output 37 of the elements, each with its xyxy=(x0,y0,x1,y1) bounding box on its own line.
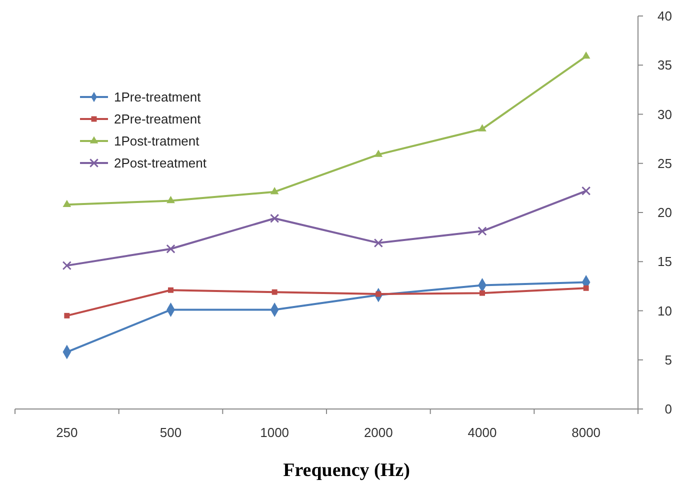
point xyxy=(62,260,72,270)
point xyxy=(64,312,70,318)
x-tick-label: 500 xyxy=(160,425,182,440)
point xyxy=(583,285,589,291)
point xyxy=(374,150,383,157)
point xyxy=(270,214,280,223)
y-tick-label: 0 xyxy=(664,402,672,416)
x-tick-label: 2000 xyxy=(364,425,393,440)
y-tick-label: 25 xyxy=(658,156,672,171)
point xyxy=(478,124,486,132)
point xyxy=(166,196,175,204)
point xyxy=(168,287,174,293)
point xyxy=(270,187,279,194)
point xyxy=(582,186,591,196)
x-tick-label: 1000 xyxy=(260,425,290,440)
point xyxy=(478,226,487,236)
point xyxy=(272,289,278,295)
x-tick-label: 250 xyxy=(56,425,78,440)
x-tick-label: 8000 xyxy=(572,425,601,440)
y-tick-label: 10 xyxy=(658,303,672,318)
y-tick-label: 20 xyxy=(658,205,672,220)
legend-label: 2Pre-treatment xyxy=(114,112,202,126)
y-tick-label: 40 xyxy=(658,8,672,24)
point xyxy=(374,238,383,248)
x-axis-title: Frequency (Hz) xyxy=(283,460,410,481)
point xyxy=(480,290,485,296)
legend-label: 2Post-treatment xyxy=(114,156,207,170)
point xyxy=(62,200,72,208)
x-tick-label: 4000 xyxy=(468,425,497,440)
point xyxy=(582,51,590,59)
y-tick-label: 5 xyxy=(664,352,672,368)
y-tick-label: 30 xyxy=(658,106,672,122)
legend-label: 1Pre-treatment xyxy=(114,90,202,104)
y-tick-label: 15 xyxy=(658,254,672,270)
legend-label: 1Post-tratment xyxy=(114,134,200,148)
y-tick-label: 35 xyxy=(658,58,672,73)
point xyxy=(166,244,176,254)
